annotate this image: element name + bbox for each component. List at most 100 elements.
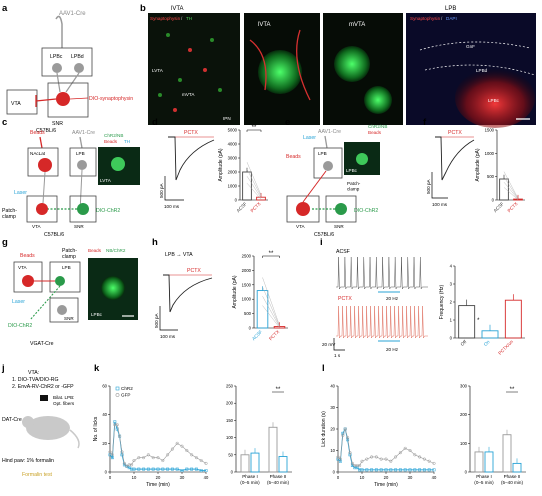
- x-tick-sublabel: (5–40 min): [267, 480, 289, 485]
- data-point: [204, 469, 208, 473]
- data-point: [370, 455, 374, 459]
- e-dio-label: DIO-ChR2: [354, 208, 378, 214]
- panel-h: h LPB → VTA PCTX 500 pA 100 ms 0 500 1000 1…: [152, 237, 288, 341]
- x-tick-label: On: [483, 339, 491, 347]
- sig-label: **: [510, 387, 515, 393]
- panel-label-a: a: [2, 3, 8, 14]
- pair-line: [246, 169, 262, 197]
- chart-h: 0 500 1000 1500 2000 2500 Amplitude (pA) ACSF PC…: [232, 251, 288, 341]
- e-virus-needle: [324, 135, 328, 149]
- y-tick-label: 60: [102, 384, 107, 389]
- y-axis-label: Amplitude (pA): [218, 148, 224, 181]
- panel-b: b lVTA Synaptophysin / TH LVTA mVTA IPN …: [140, 3, 536, 128]
- data-point: [110, 456, 114, 460]
- c-inset-th: TH: [124, 139, 130, 144]
- data-point: [422, 468, 426, 472]
- series-line: [109, 424, 207, 467]
- c-vta-label: VTA: [32, 224, 42, 229]
- region-boundaries: [419, 41, 536, 76]
- projection-lines: [56, 72, 80, 93]
- data-point: [394, 455, 398, 459]
- data-point: [175, 467, 179, 471]
- y-tick-label: 2000: [228, 170, 238, 175]
- g-inset-nb: NB/ChR2: [106, 248, 126, 253]
- data-point: [156, 456, 160, 460]
- e-retro-path: [302, 170, 327, 203]
- lpbc-red-signal: [455, 68, 535, 128]
- i-hz1-label: 20 Hz: [386, 296, 399, 301]
- d-scale-y: 500 pA: [159, 183, 164, 198]
- data-point: [161, 467, 165, 471]
- c-laser-label: Laser: [14, 190, 27, 196]
- g-lpb-label: LPB: [62, 265, 71, 270]
- x-tick-label: 30: [180, 475, 185, 480]
- b4-lpbd-label: LPBd: [476, 68, 488, 73]
- x-tick-sublabel: (0–5 min): [240, 480, 260, 485]
- g-vta-neuron: [22, 275, 34, 287]
- panel-label-e: e: [285, 117, 290, 128]
- lpbd-label: LPBd: [71, 54, 84, 60]
- vta-box: [6, 89, 38, 115]
- x-tick-label: PCTX: [268, 329, 280, 341]
- x-tick-label: ACSF: [492, 201, 504, 213]
- x-tick-label: 10: [132, 475, 137, 480]
- panel-label-b: b: [140, 3, 146, 14]
- g-laser-label: Laser: [12, 299, 25, 305]
- i-pctx-label: PCTX: [338, 296, 352, 302]
- x-tick-label: 40: [432, 475, 437, 480]
- bar: [484, 451, 494, 473]
- data-point: [156, 467, 160, 471]
- bar: [481, 330, 499, 339]
- data-point: [398, 451, 402, 455]
- data-point: [341, 431, 345, 435]
- data-point: [384, 457, 388, 461]
- j-mouse-label: DAT-Cre: [2, 417, 22, 423]
- panel-a: a AAV1-Cre LPBc LPBd VTA SNR DIO-synapto…: [2, 3, 133, 134]
- panel-f: f PCTX 500 pA 100 ms 0 500 1000 1500 Amplitu…: [423, 117, 525, 213]
- data-point: [125, 464, 129, 468]
- data-point: [120, 450, 124, 454]
- y-tick-label: 40: [102, 412, 107, 417]
- x-tick-label: 20: [156, 475, 161, 480]
- e-snr-neuron: [335, 203, 347, 215]
- e-lpb-box: [313, 147, 343, 179]
- x-tick-label: PCTX: [249, 201, 261, 213]
- micrograph-1-texture: [158, 33, 222, 112]
- e-lpb-label: LPB: [318, 151, 327, 156]
- c-snr-neuron: [77, 203, 89, 215]
- snr-label: SNR: [52, 121, 63, 127]
- panel-label-i: i: [320, 237, 323, 248]
- y-tick-label: 2: [450, 300, 453, 305]
- data-point: [384, 468, 388, 472]
- d-acsf-trace: [168, 136, 215, 181]
- bar: [474, 451, 484, 473]
- y-tick-label: 100: [226, 435, 234, 440]
- b1-ipn-label: IPN: [223, 116, 231, 121]
- h-title: LPB → VTA: [165, 252, 193, 258]
- c-vta-neuron: [36, 203, 48, 215]
- y-tick-label: 4: [450, 264, 453, 269]
- g-inset-cell: [101, 276, 125, 300]
- panel-label-c: c: [2, 117, 7, 128]
- data-point: [137, 467, 141, 471]
- spike-train: [336, 256, 428, 290]
- data-point: [146, 467, 150, 471]
- y-tick-label: 3: [450, 282, 453, 287]
- data-point: [413, 468, 417, 472]
- pair-line: [503, 182, 519, 200]
- y-axis-label: Frequency (Hz): [439, 284, 445, 319]
- data-point: [408, 448, 412, 453]
- y-tick-label: 2500: [242, 254, 252, 259]
- data-point: [161, 458, 165, 463]
- c-lpb-label: LPB: [76, 151, 85, 156]
- g-beads-label: Beads: [20, 253, 35, 259]
- panel-j: j VTA: 1. DIO-TVA/DIO-RG 2. EnvA-RV-ChR2…: [1, 363, 80, 478]
- b4-blue-label: DAPI: [446, 16, 457, 21]
- mouse-icon: [26, 416, 70, 440]
- pair-line: [503, 176, 519, 199]
- chart-i: 0 1 2 3 4 Frequency (Hz) Off On PCTX/on *: [439, 264, 525, 356]
- y-tick-label: 4000: [228, 142, 238, 147]
- i-hz2-label: 20 Hz: [386, 347, 399, 352]
- data-point: [348, 451, 352, 455]
